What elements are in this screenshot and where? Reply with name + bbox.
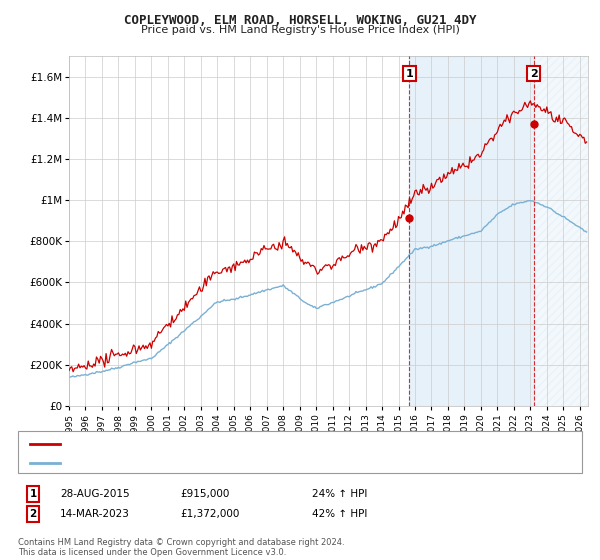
Text: £1,372,000: £1,372,000: [180, 509, 239, 519]
Text: Price paid vs. HM Land Registry's House Price Index (HPI): Price paid vs. HM Land Registry's House …: [140, 25, 460, 35]
Text: HPI: Average price, detached house, Woking: HPI: Average price, detached house, Woki…: [69, 458, 286, 468]
Bar: [533, 56, 588, 406]
Text: 42% ↑ HPI: 42% ↑ HPI: [312, 509, 367, 519]
Text: 14-MAR-2023: 14-MAR-2023: [60, 509, 130, 519]
Text: COPLEYWOOD, ELM ROAD, HORSELL, WOKING, GU21 4DY (detached house): COPLEYWOOD, ELM ROAD, HORSELL, WOKING, G…: [69, 439, 441, 449]
Text: 2: 2: [530, 68, 538, 78]
Text: COPLEYWOOD, ELM ROAD, HORSELL, WOKING, GU21 4DY: COPLEYWOOD, ELM ROAD, HORSELL, WOKING, G…: [124, 14, 476, 27]
Bar: [409, 56, 533, 406]
Text: 2: 2: [29, 509, 37, 519]
Text: £915,000: £915,000: [180, 489, 229, 499]
Text: 1: 1: [29, 489, 37, 499]
Text: 1: 1: [406, 68, 413, 78]
Text: Contains HM Land Registry data © Crown copyright and database right 2024.
This d: Contains HM Land Registry data © Crown c…: [18, 538, 344, 557]
Text: 24% ↑ HPI: 24% ↑ HPI: [312, 489, 367, 499]
Text: 28-AUG-2015: 28-AUG-2015: [60, 489, 130, 499]
